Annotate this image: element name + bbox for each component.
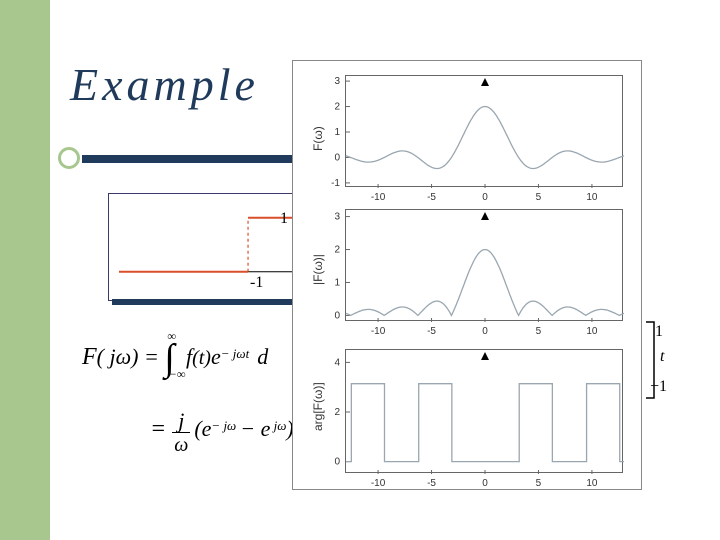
signal-label-1: 1 [280, 210, 288, 228]
svg-text:10: 10 [586, 192, 598, 203]
svg-text:2: 2 [334, 102, 340, 113]
svg-text:3: 3 [334, 212, 340, 223]
svg-text:4: 4 [334, 357, 340, 368]
subplot-2: 024-10-50510 [345, 349, 623, 473]
svg-text:5: 5 [536, 478, 542, 489]
signal-label-neg1: -1 [250, 274, 263, 292]
svg-text:0: 0 [334, 457, 340, 468]
y-axis-label: arg[F(ω)] [311, 382, 325, 431]
svg-text:3: 3 [334, 76, 340, 87]
svg-text:1: 1 [334, 127, 340, 138]
page-title: Example [70, 58, 259, 111]
svg-text:2: 2 [334, 407, 340, 418]
svg-text:1: 1 [334, 277, 340, 288]
y-axis-label: |F(ω)| [311, 254, 325, 285]
svg-text:-10: -10 [371, 192, 386, 203]
right-label-t: t [660, 348, 664, 366]
left-accent-bar [0, 0, 50, 540]
svg-text:-10: -10 [371, 326, 386, 337]
svg-text:10: 10 [586, 326, 598, 337]
svg-text:-1: -1 [331, 178, 340, 189]
svg-text:0: 0 [482, 478, 488, 489]
subplot-0: -10123-10-50510 [345, 75, 623, 187]
svg-text:2: 2 [334, 245, 340, 256]
svg-text:-5: -5 [427, 192, 436, 203]
svg-text:0: 0 [334, 310, 340, 321]
subplot-1: 0123-10-50510 [345, 209, 623, 321]
svg-text:0: 0 [334, 152, 340, 163]
y-axis-label: F(ω) [311, 126, 325, 151]
svg-text:0: 0 [482, 326, 488, 337]
chart-panel: -10123-10-50510F(ω)0123-10-50510|F(ω)|02… [292, 60, 642, 490]
svg-text:10: 10 [586, 478, 598, 489]
svg-text:-5: -5 [427, 326, 436, 337]
bullet-icon [58, 147, 80, 169]
svg-text:5: 5 [536, 326, 542, 337]
svg-text:5: 5 [536, 192, 542, 203]
svg-text:-10: -10 [371, 478, 386, 489]
svg-text:-5: -5 [427, 478, 436, 489]
svg-text:0: 0 [482, 192, 488, 203]
right-bracket-icon [644, 320, 658, 400]
